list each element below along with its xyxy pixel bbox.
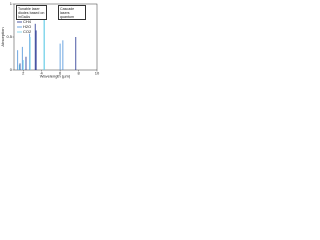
x-tick-label: 8 [77, 71, 80, 76]
legend-label: CH4 [23, 19, 32, 24]
y-tick-label: 0.5 [6, 34, 12, 39]
legend-label: H2O [23, 24, 31, 29]
page: Wavelength (µm) Absorption 0 0.5 1 2 4 6 8 10 CH… [0, 0, 100, 79]
y-tick-label: 1 [10, 1, 13, 6]
chart: Wavelength (µm) Absorption 0 0.5 1 2 4 6 8 10 CH… [0, 1, 100, 79]
legend-label: CO2 [23, 29, 32, 34]
y-axis-label: Absorption [0, 27, 5, 46]
x-tick-label: 2 [22, 71, 25, 76]
x-tick-label: 6 [59, 71, 62, 76]
y-tick-label: 0 [10, 67, 13, 72]
annotation: Cascade lasers quantum [58, 5, 86, 20]
x-tick-label: 4 [41, 71, 44, 76]
annotation: Tunable laser diodes based on InGaAs [16, 5, 47, 20]
x-axis-label: Wavelength (µm) [40, 74, 71, 79]
x-tick-label: 10 [95, 71, 100, 76]
